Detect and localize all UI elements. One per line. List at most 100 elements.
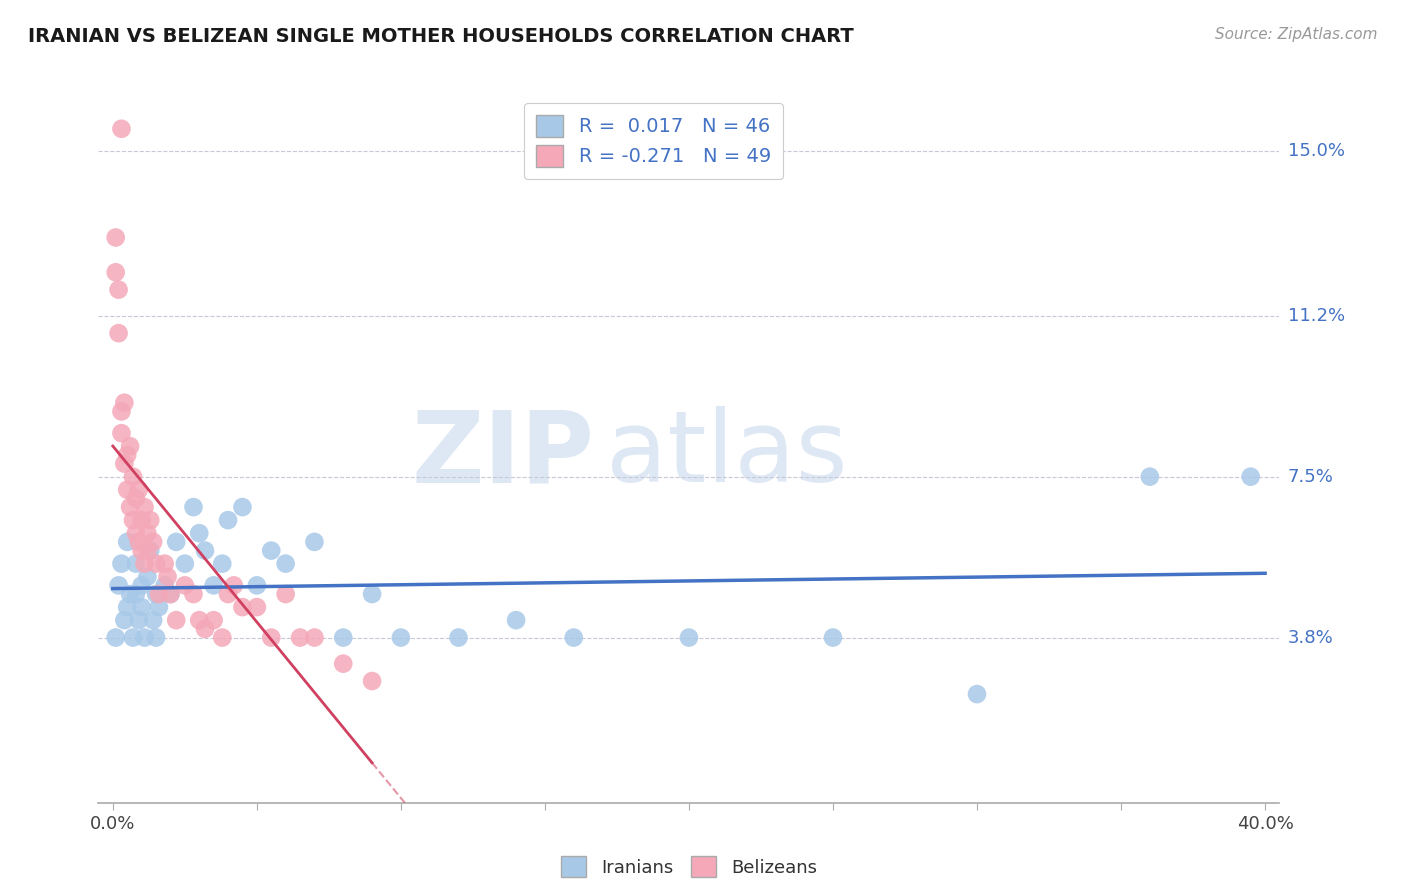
Point [274,557,297,571]
Point [246,600,269,615]
Point [361,587,384,601]
Point [104,631,127,645]
Point [125,491,148,506]
Point [115,535,138,549]
Point [115,483,138,497]
Point [125,526,148,541]
Point [120,587,142,601]
Point [136,543,159,558]
Point [145,557,167,571]
Point [128,613,150,627]
Text: 3.8%: 3.8% [1288,629,1333,647]
Point [231,500,253,514]
Point [165,535,187,549]
Point [131,600,153,615]
Point [107,578,129,592]
Point [128,483,150,497]
Point [136,526,159,541]
Text: atlas: atlas [606,407,848,503]
Point [966,687,988,701]
Point [122,513,145,527]
Point [153,578,176,592]
Point [821,631,844,645]
Point [110,557,132,571]
Point [134,557,156,571]
Point [142,535,165,549]
Point [332,657,354,671]
Point [125,587,148,601]
Point [142,613,165,627]
Point [125,557,148,571]
Point [159,587,181,601]
Point [678,631,700,645]
Point [120,439,142,453]
Point [156,570,179,584]
Text: ZIP: ZIP [412,407,595,503]
Point [222,578,245,592]
Point [447,631,470,645]
Point [145,587,167,601]
Point [211,631,233,645]
Point [332,631,354,645]
Point [139,543,162,558]
Point [183,500,205,514]
Point [153,557,176,571]
Point [217,587,239,601]
Point [260,631,283,645]
Point [128,535,150,549]
Point [165,613,187,627]
Point [112,396,135,410]
Point [304,535,326,549]
Point [107,326,129,341]
Point [246,578,269,592]
Point [134,631,156,645]
Point [145,631,167,645]
Point [505,613,527,627]
Point [104,230,127,244]
Point [304,631,326,645]
Point [231,600,253,615]
Point [188,613,211,627]
Point [202,613,225,627]
Text: IRANIAN VS BELIZEAN SINGLE MOTHER HOUSEHOLDS CORRELATION CHART: IRANIAN VS BELIZEAN SINGLE MOTHER HOUSEH… [28,27,853,45]
Point [173,557,195,571]
Point [389,631,412,645]
Point [288,631,311,645]
Point [107,283,129,297]
Point [562,631,585,645]
Point [194,622,217,636]
Point [1139,469,1161,483]
Text: 11.2%: 11.2% [1288,307,1346,325]
Point [194,543,217,558]
Point [112,613,135,627]
Point [148,587,170,601]
Point [139,513,162,527]
Point [202,578,225,592]
Point [134,500,156,514]
Point [131,578,153,592]
Point [112,457,135,471]
Point [159,587,181,601]
Point [148,600,170,615]
Point [122,469,145,483]
Point [115,448,138,462]
Point [260,543,283,558]
Point [183,587,205,601]
Point [110,404,132,418]
Point [115,600,138,615]
Legend: Iranians, Belizeans: Iranians, Belizeans [554,849,824,884]
Point [104,265,127,279]
Point [110,426,132,441]
Point [173,578,195,592]
Text: 7.5%: 7.5% [1288,467,1334,485]
Point [131,513,153,527]
Point [361,674,384,689]
Text: Source: ZipAtlas.com: Source: ZipAtlas.com [1215,27,1378,42]
Text: 15.0%: 15.0% [1288,142,1344,160]
Point [131,543,153,558]
Point [1240,469,1263,483]
Point [274,587,297,601]
Point [211,557,233,571]
Point [136,570,159,584]
Point [217,513,239,527]
